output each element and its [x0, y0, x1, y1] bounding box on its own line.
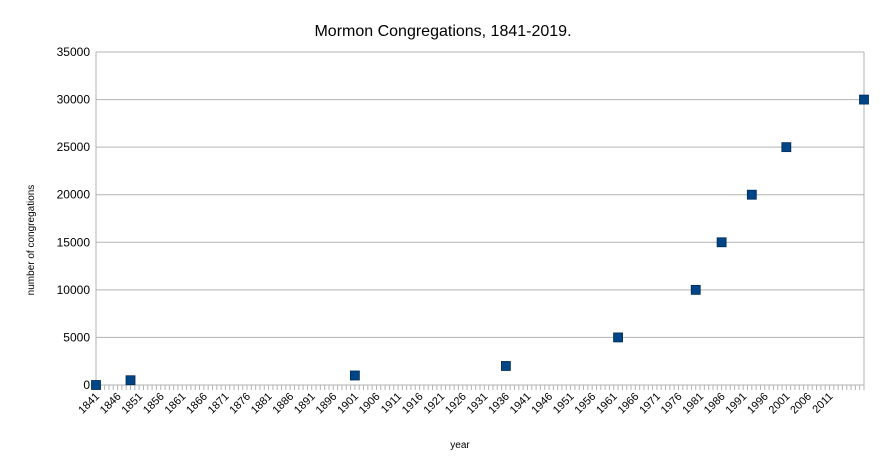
- x-tick-label: 1846: [98, 391, 124, 417]
- y-tick-label: 25000: [57, 140, 91, 154]
- data-points: [91, 94, 869, 390]
- data-point: [781, 142, 792, 153]
- x-tick-label: 1926: [443, 391, 469, 417]
- data-point: [716, 237, 727, 248]
- x-tick-label: 1961: [594, 391, 620, 417]
- x-tick-label: 2006: [788, 391, 814, 417]
- data-point: [125, 375, 136, 386]
- y-tick-label: 35000: [57, 45, 91, 59]
- x-tick-label: 1941: [508, 391, 534, 417]
- x-tick-label: 2001: [767, 391, 793, 417]
- x-tick-label: 1966: [616, 391, 642, 417]
- chart-title: Mormon Congregations, 1841-2019.: [314, 23, 571, 40]
- x-tick-label: 1861: [163, 391, 189, 417]
- gridlines: [96, 51, 864, 386]
- y-tick-label: 20000: [57, 188, 91, 202]
- x-tick-label: 1911: [379, 391, 404, 416]
- x-tick-label: 1841: [76, 391, 102, 417]
- x-tick-label: 2011: [810, 391, 835, 416]
- data-point: [859, 94, 869, 105]
- x-tick-label: 1931: [465, 391, 491, 417]
- x-tick-label: 1951: [551, 391, 577, 417]
- x-tick-label: 1971: [637, 391, 663, 417]
- data-point: [91, 380, 101, 390]
- y-tick-labels: 0 5000 10000 15000 20000 25000 30000 35000: [57, 45, 91, 392]
- x-tick-label: 1866: [184, 391, 210, 417]
- x-tick-label: 1881: [249, 391, 275, 417]
- x-tick-label: 1851: [119, 391, 145, 417]
- x-tick-label: 1986: [702, 391, 728, 417]
- x-tick-label: 1916: [400, 391, 426, 417]
- x-tick-label: 1876: [227, 391, 253, 417]
- x-tick-label: 1921: [421, 391, 447, 417]
- x-tick-labels: 1841184618511856186118661871187618811886…: [76, 391, 835, 417]
- x-tick-label: 1996: [745, 391, 771, 417]
- axes: [95, 52, 865, 390]
- x-tick-label: 1886: [270, 391, 296, 417]
- y-tick-label: 15000: [57, 235, 91, 249]
- x-tick-label: 1896: [314, 391, 340, 417]
- y-tick-label: 5000: [63, 330, 90, 344]
- x-tick-label: 1936: [486, 391, 512, 417]
- data-point: [349, 370, 360, 381]
- x-tick-label: 1976: [659, 391, 685, 417]
- x-tick-label: 1871: [206, 391, 232, 417]
- x-tick-label: 1956: [573, 391, 599, 417]
- x-tick-label: 1891: [292, 391, 318, 417]
- data-point: [500, 361, 511, 371]
- x-tick-label: 1946: [529, 391, 555, 417]
- x-tick-label: 1901: [335, 391, 361, 417]
- x-tick-label: 1991: [724, 391, 750, 417]
- data-point: [613, 332, 623, 343]
- x-axis-label: year: [450, 440, 470, 451]
- x-tick-label: 1856: [141, 391, 167, 417]
- y-tick-label: 10000: [57, 283, 91, 297]
- x-tick-label: 1906: [357, 391, 383, 417]
- data-point: [746, 189, 757, 200]
- y-tick-label: 30000: [57, 93, 91, 107]
- y-axis-label: number of congregations: [26, 185, 37, 296]
- data-point: [690, 284, 701, 295]
- y-tick-label: 0: [83, 378, 90, 392]
- x-tick-label: 1981: [680, 391, 706, 417]
